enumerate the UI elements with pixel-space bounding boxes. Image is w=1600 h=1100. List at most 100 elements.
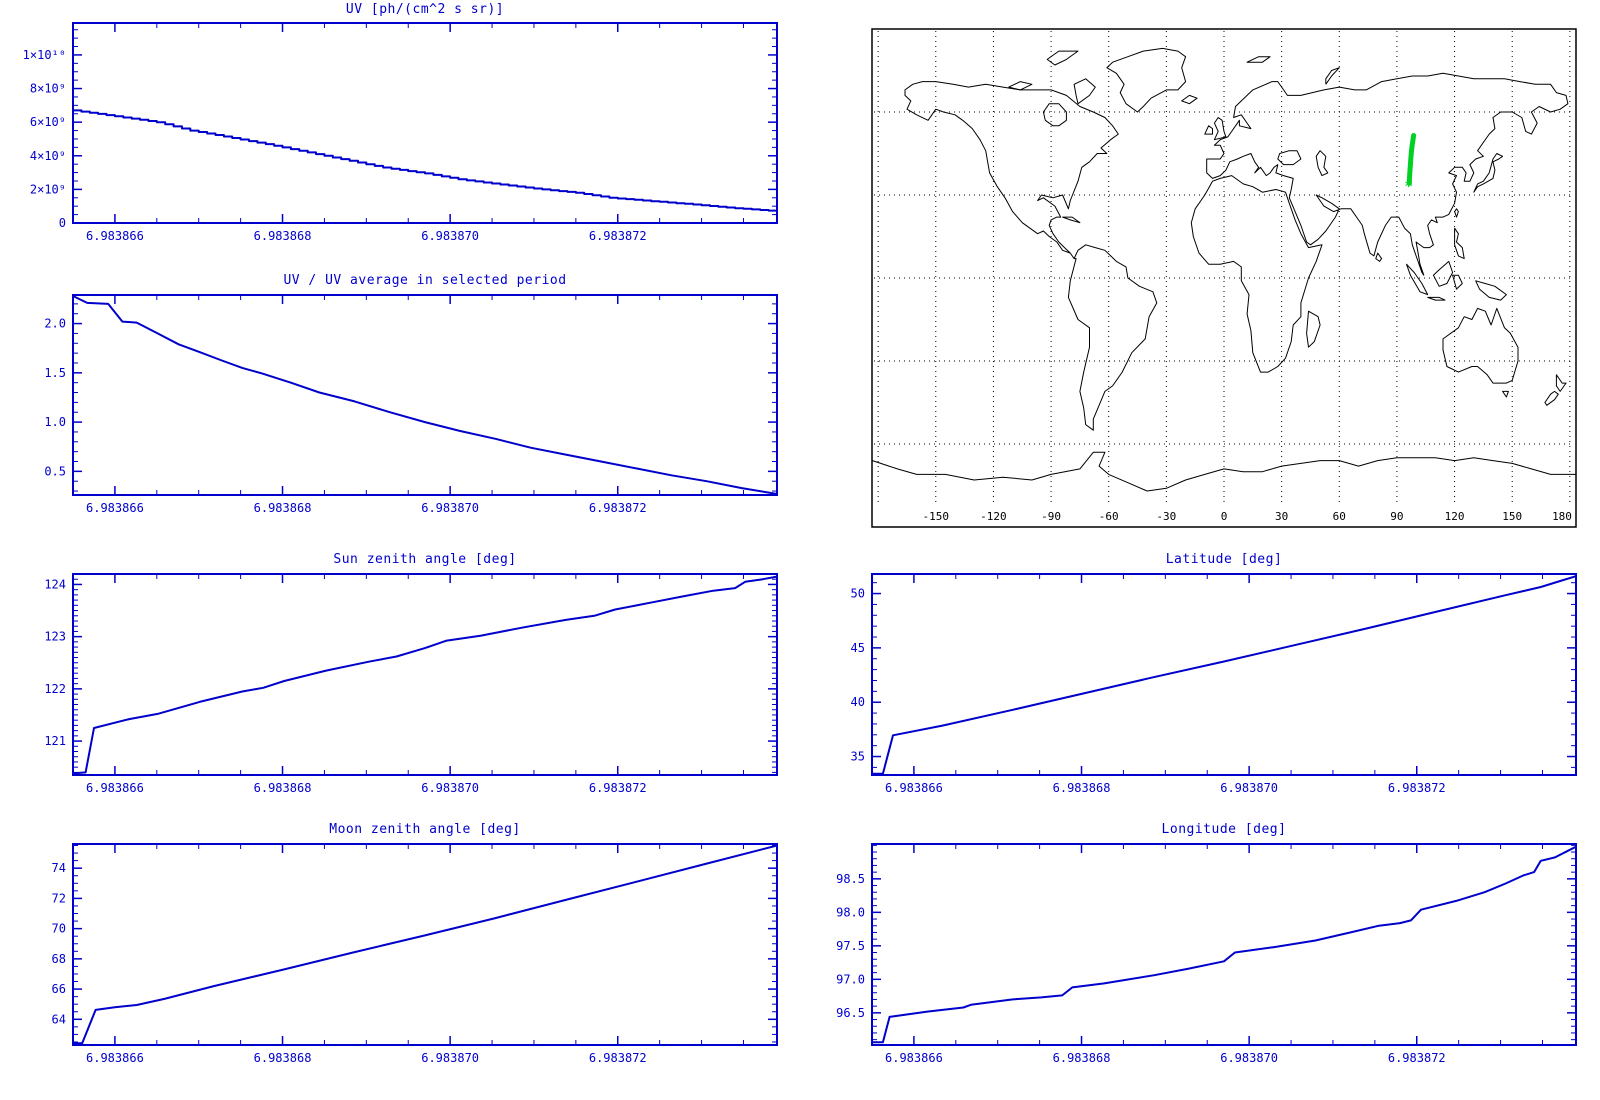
coastline-antarctica xyxy=(872,451,1576,492)
y-tick-label: 0 xyxy=(59,216,66,230)
plot-title-latitude: Latitude [deg] xyxy=(1165,552,1283,567)
x-tick-label: 6.983870 xyxy=(421,229,479,243)
y-tick-label: 2.0 xyxy=(44,317,66,331)
x-tick-label: 6.983870 xyxy=(421,781,479,795)
coastline-ireland xyxy=(1204,125,1213,135)
y-tick-label: 96.5 xyxy=(836,1006,865,1020)
y-tick-label: 124 xyxy=(44,577,66,591)
y-tick-label: 72 xyxy=(52,891,66,905)
plot-title-uv: UV [ph/(cm^2 s sr)] xyxy=(345,2,505,17)
x-tick-label: 6.983866 xyxy=(86,781,144,795)
series-line-uv-ratio xyxy=(72,295,778,495)
plot-title-moon-zenith: Moon zenith angle [deg] xyxy=(329,822,521,837)
x-tick-label: 6.983870 xyxy=(421,1051,479,1065)
x-tick-label: 6.983866 xyxy=(885,1051,943,1065)
series-line-sun-zenith xyxy=(72,575,778,775)
map-lon-label: 90 xyxy=(1390,510,1403,523)
x-tick-label: 6.983868 xyxy=(254,229,312,243)
map-lon-label: -150 xyxy=(923,510,950,523)
coastline-sulawesi xyxy=(1452,274,1463,290)
y-tick-label: 1.5 xyxy=(44,366,66,380)
y-tick-label: 122 xyxy=(44,682,66,696)
y-tick-label: 98.5 xyxy=(836,872,865,886)
coastline-iceland xyxy=(1181,94,1198,105)
x-tick-label: 6.983872 xyxy=(1388,1051,1446,1065)
x-tick-label: 6.983866 xyxy=(86,1051,144,1065)
x-tick-label: 6.983866 xyxy=(86,501,144,515)
series-line-uv xyxy=(73,109,778,212)
coastline-new-guinea xyxy=(1475,280,1507,301)
x-tick-label: 6.983870 xyxy=(1220,1051,1278,1065)
plot-longitude: 6.983866 6.983868 6.983870 6.983872 96.5 97.0… xyxy=(836,843,1577,1065)
x-tick-label: 6.983872 xyxy=(1388,781,1446,795)
x-tick-label: 6.983868 xyxy=(254,781,312,795)
y-tick-label: 68 xyxy=(52,952,66,966)
plot-frame xyxy=(871,573,1577,776)
y-tick-label: 121 xyxy=(44,734,66,748)
series-line-moon-zenith xyxy=(73,844,778,1045)
coastline-madagascar xyxy=(1306,310,1321,348)
series-line-longitude xyxy=(872,845,1577,1044)
plot-frame xyxy=(72,22,778,224)
plot-title-longitude: Longitude [deg] xyxy=(1161,822,1287,837)
coastline-novaya-zemlya xyxy=(1325,67,1340,85)
ground-track xyxy=(1406,133,1417,186)
coastline-great-britain xyxy=(1213,117,1227,141)
coastline-tasmania xyxy=(1502,390,1509,398)
y-tick-label: 123 xyxy=(44,630,66,644)
ground-track-marker: * xyxy=(1405,179,1413,195)
map-lon-label: -90 xyxy=(1041,510,1061,523)
map-lon-label: 150 xyxy=(1502,510,1522,523)
map-lon-label: -30 xyxy=(1156,510,1176,523)
coastline-black-sea xyxy=(1277,150,1302,166)
world-map: -150 -120 -90 -60 -30 0 30 60 90 120 150 180 * xyxy=(871,28,1577,528)
y-tick-label: 6×10⁹ xyxy=(30,115,66,129)
plot-title-uv-ratio: UV / UV average in selected period xyxy=(283,273,567,288)
coastline-new-zealand-south xyxy=(1544,390,1559,406)
plot-uv: 6.983866 6.983868 6.983870 6.983872 0 2×10⁹ 4×… xyxy=(23,22,778,243)
coastline-hudson-bay xyxy=(1042,103,1067,127)
x-tick-label: 6.983870 xyxy=(421,501,479,515)
coastline-caspian-sea xyxy=(1315,150,1329,177)
coastline-australia xyxy=(1442,307,1519,384)
coastline-south-america xyxy=(1067,244,1158,431)
map-lon-label: 0 xyxy=(1221,510,1228,523)
coastline-victoria-island xyxy=(1008,81,1033,91)
map-frame xyxy=(871,28,1577,528)
coastline-baffin-island xyxy=(1073,78,1096,105)
coastline-philippines xyxy=(1454,227,1465,260)
map-lon-label: -120 xyxy=(980,510,1007,523)
y-tick-label: 8×10⁹ xyxy=(30,82,66,96)
coastline-north-america xyxy=(904,81,1119,260)
coastline-japan xyxy=(1473,153,1504,193)
coastline-cuba xyxy=(1062,216,1081,224)
y-tick-label: 4×10⁹ xyxy=(30,149,66,163)
x-tick-label: 6.983872 xyxy=(589,781,647,795)
series-line-latitude xyxy=(872,575,1577,775)
x-tick-label: 6.983866 xyxy=(885,781,943,795)
y-tick-label: 70 xyxy=(52,922,66,936)
y-tick-label: 1×10¹⁰ xyxy=(23,48,66,62)
y-tick-label: 0.5 xyxy=(44,464,66,478)
y-tick-label: 66 xyxy=(52,982,66,996)
plot-frame xyxy=(72,843,778,1046)
plot-sun-zenith: 6.983866 6.983868 6.983870 6.983872 121 122 12… xyxy=(44,573,778,795)
x-tick-label: 6.983870 xyxy=(1220,781,1278,795)
x-tick-label: 6.983868 xyxy=(1053,781,1111,795)
plot-frame xyxy=(871,843,1577,1046)
map-lon-label: 120 xyxy=(1445,510,1465,523)
y-tick-label: 97.0 xyxy=(836,972,865,986)
coastline-svalbard xyxy=(1246,56,1271,63)
x-tick-label: 6.983868 xyxy=(254,1051,312,1065)
coastline-greenland xyxy=(1106,47,1187,113)
plot-title-sun-zenith: Sun zenith angle [deg] xyxy=(333,552,517,567)
coastline-new-zealand-north xyxy=(1555,374,1567,392)
map-lon-label: 60 xyxy=(1333,510,1346,523)
y-tick-label: 97.5 xyxy=(836,939,865,953)
map-lon-label: -60 xyxy=(1099,510,1119,523)
coastline-ellesmere-island xyxy=(1046,50,1079,66)
x-tick-label: 6.983868 xyxy=(1053,1051,1111,1065)
plot-frame xyxy=(72,294,778,496)
